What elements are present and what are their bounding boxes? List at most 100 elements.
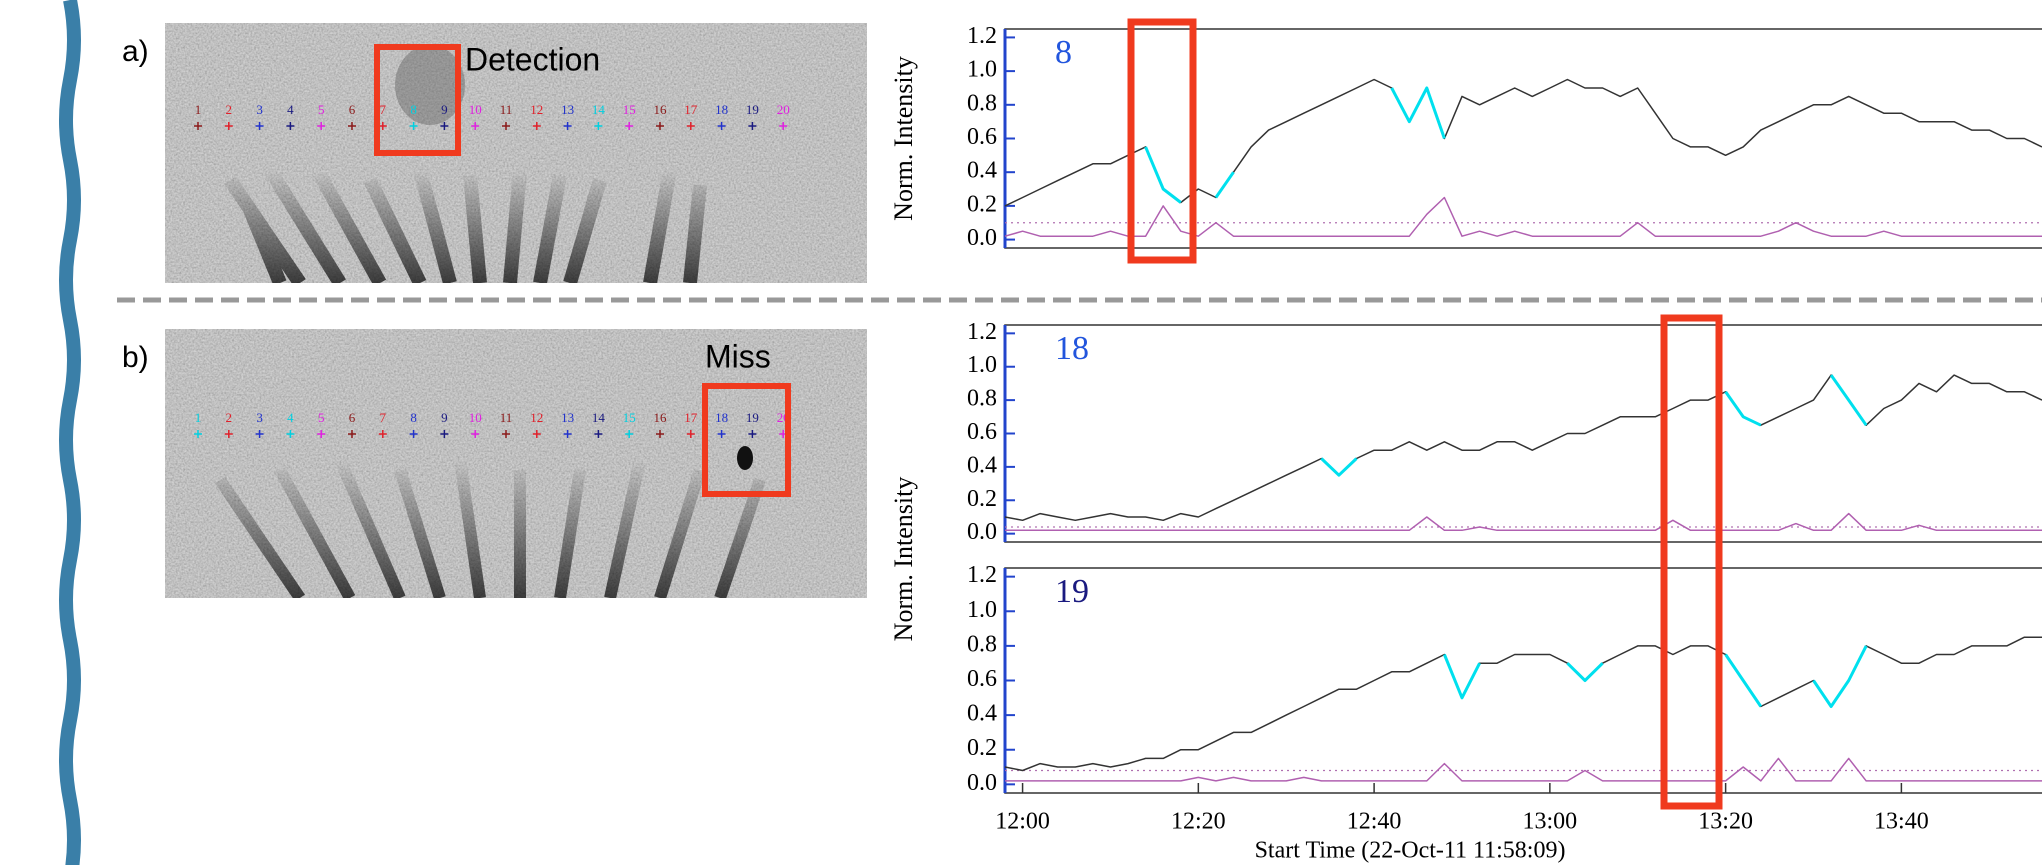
- marker-label: 18: [715, 410, 728, 425]
- marker-label: 7: [380, 410, 387, 425]
- series-line: [1004, 374, 2042, 522]
- series-line: [1005, 757, 2042, 782]
- x-tick-label: 12:40: [1347, 809, 1402, 835]
- marker-label: 8: [410, 102, 417, 117]
- marker-cross: [471, 430, 480, 438]
- series-line: [1443, 645, 1868, 708]
- marker-label: 1: [195, 102, 202, 117]
- marker-cross: [194, 122, 202, 130]
- marker-cross: [686, 430, 695, 438]
- marker-cross: [625, 430, 634, 438]
- y-tick-label: 0.0: [967, 770, 997, 796]
- highlight-box: [1127, 18, 1197, 264]
- marker-label: 13: [561, 410, 574, 425]
- series-line: [1320, 374, 1868, 477]
- highlight-box: [1660, 314, 1723, 810]
- y-tick-label: 1.0: [967, 352, 997, 378]
- marker-label: 5: [318, 410, 325, 425]
- marker-cross: [409, 430, 418, 438]
- marker-cross: [348, 430, 356, 438]
- marker-label: 10: [469, 102, 482, 117]
- marker-cross: [440, 430, 449, 438]
- y-tick-label: 1.2: [967, 562, 997, 588]
- marker-cross: [656, 430, 664, 438]
- marker-label: 17: [684, 102, 698, 117]
- x-tick-label: 13:00: [1523, 809, 1578, 835]
- marker-cross: [563, 122, 572, 130]
- plot-frame: [1004, 567, 2042, 794]
- marker-label: 10: [469, 410, 482, 425]
- plot-frame: [1004, 324, 2042, 543]
- y-tick-label: 1.0: [967, 597, 997, 623]
- marker-label: 6: [349, 102, 356, 117]
- marker-label: 4: [287, 102, 294, 117]
- marker-cross: [224, 430, 233, 438]
- marker-cross: [717, 430, 726, 438]
- annotation: Detection: [465, 41, 600, 77]
- y-tick-label: 0.8: [967, 90, 997, 116]
- marker-label: 9: [441, 102, 448, 117]
- y-tick-label: 0.2: [967, 486, 997, 512]
- y-tick-label: 0.6: [967, 124, 997, 150]
- series-label: 18: [1055, 330, 1089, 367]
- x-tick-label: 12:20: [1171, 809, 1226, 835]
- marker-cross: [748, 430, 757, 438]
- marker-cross: [255, 122, 264, 130]
- image-a: [165, 23, 867, 283]
- marker-label: 7: [380, 102, 387, 117]
- y-tick-label: 1.0: [967, 57, 997, 83]
- y-tick-label: 0.4: [967, 452, 997, 478]
- x-tick-label: 13:40: [1874, 809, 1929, 835]
- y-tick-label: 0.0: [967, 519, 997, 545]
- marker-label: 17: [684, 410, 698, 425]
- marker-label: 20: [777, 102, 790, 117]
- marker-label: 8: [410, 410, 417, 425]
- marker-cross: [224, 122, 233, 130]
- marker-label: 13: [561, 102, 574, 117]
- y-tick-label: 1.2: [967, 23, 997, 49]
- marker-label: 11: [500, 102, 513, 117]
- y-tick-label: 0.6: [967, 666, 997, 692]
- x-tick-label: 13:20: [1698, 809, 1753, 835]
- marker-label: 11: [500, 410, 513, 425]
- marker-cross: [502, 430, 510, 438]
- marker-label: 19: [746, 410, 759, 425]
- marker-label: 2: [226, 102, 233, 117]
- marker-cross: [348, 122, 356, 130]
- x-axis-title: Start Time (22-Oct-11 11:58:09): [1255, 838, 1566, 864]
- series-line: [1004, 78, 2042, 207]
- marker-label: 15: [623, 410, 636, 425]
- highlight-box: [374, 44, 461, 156]
- marker-cross: [594, 430, 603, 438]
- marker-label: 9: [441, 410, 448, 425]
- marker-cross: [194, 430, 202, 438]
- image-b: [165, 329, 867, 598]
- y-tick-label: 0.4: [967, 701, 997, 727]
- marker-label: 12: [530, 102, 543, 117]
- marker-label: 6: [349, 410, 356, 425]
- marker-cross: [378, 430, 387, 438]
- marker-cross: [594, 122, 603, 130]
- marker-cross: [625, 122, 634, 130]
- series-line: [1144, 86, 1446, 204]
- marker-label: 3: [256, 410, 263, 425]
- marker-label: 5: [318, 102, 325, 117]
- marker-cross: [656, 122, 664, 130]
- marker-label: 4: [287, 410, 294, 425]
- marker-cross: [255, 430, 264, 438]
- marker-cross: [440, 122, 449, 130]
- marker-label: 16: [654, 102, 668, 117]
- marker-cross: [471, 122, 480, 130]
- side-bar: [59, 0, 81, 865]
- y-tick-label: 0.8: [967, 386, 997, 412]
- marker-label: 18: [715, 102, 728, 117]
- marker-cross: [409, 122, 418, 130]
- panel-label: a): [122, 35, 149, 68]
- marker-cross: [532, 430, 541, 438]
- series-line: [1004, 636, 2042, 772]
- series-label: 8: [1055, 34, 1072, 71]
- y-axis-title: Norm. Intensity: [889, 56, 918, 221]
- marker-cross: [779, 122, 788, 130]
